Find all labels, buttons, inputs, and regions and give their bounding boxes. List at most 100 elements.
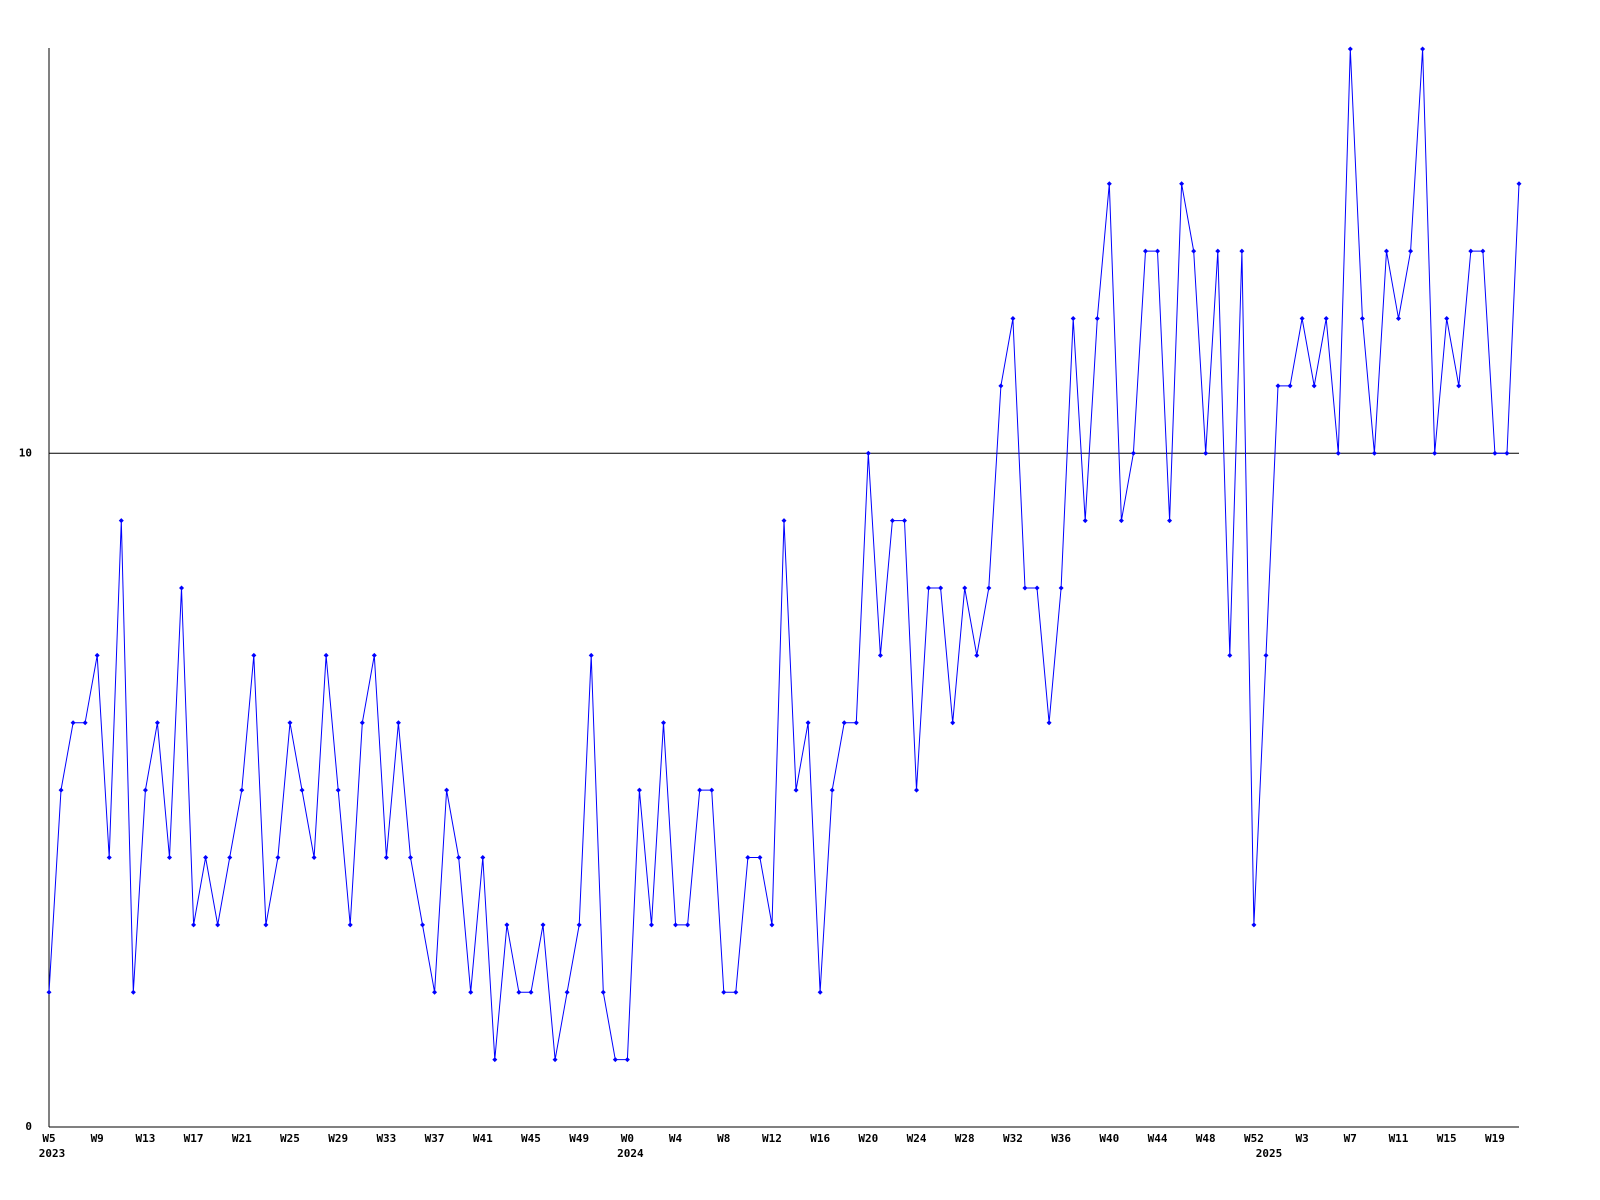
data-point bbox=[685, 922, 691, 928]
data-point bbox=[1167, 518, 1173, 524]
data-point bbox=[552, 1057, 558, 1063]
data-point bbox=[1179, 181, 1185, 187]
data-point bbox=[1215, 248, 1221, 254]
data-point bbox=[889, 518, 895, 524]
x-tick-label: W32 bbox=[1003, 1132, 1023, 1145]
data-point bbox=[781, 518, 787, 524]
data-point bbox=[371, 652, 377, 658]
data-point bbox=[661, 720, 667, 726]
data-point bbox=[263, 922, 269, 928]
x-tick-label: W48 bbox=[1196, 1132, 1216, 1145]
data-point bbox=[1408, 248, 1414, 254]
data-point bbox=[1070, 316, 1076, 321]
data-point bbox=[624, 1057, 630, 1063]
data-point bbox=[407, 855, 413, 860]
x-tick-label: W20 bbox=[858, 1132, 878, 1145]
data-point bbox=[564, 989, 570, 995]
data-point bbox=[1359, 316, 1365, 321]
data-point bbox=[251, 652, 257, 658]
data-point bbox=[673, 922, 679, 928]
data-point bbox=[1022, 585, 1028, 591]
data-point bbox=[1263, 652, 1269, 658]
data-point bbox=[986, 585, 992, 591]
data-point bbox=[1516, 181, 1522, 187]
x-tick-label: W15 bbox=[1437, 1132, 1457, 1145]
data-point bbox=[58, 787, 64, 793]
data-point bbox=[648, 922, 654, 928]
data-point bbox=[600, 989, 606, 995]
data-point bbox=[1480, 248, 1486, 254]
data-point bbox=[1082, 518, 1088, 524]
data-point bbox=[769, 922, 775, 928]
data-point bbox=[335, 787, 341, 793]
x-tick-label: W29 bbox=[328, 1132, 348, 1145]
data-point bbox=[540, 922, 546, 928]
x-tick-label: W33 bbox=[376, 1132, 396, 1145]
y-tick-label: 10 bbox=[19, 446, 32, 459]
x-tick-label: W9 bbox=[91, 1132, 104, 1145]
data-point bbox=[998, 383, 1004, 389]
data-point bbox=[1299, 316, 1305, 321]
data-point bbox=[950, 720, 956, 726]
x-tick-label: W41 bbox=[473, 1132, 493, 1145]
data-point bbox=[1142, 248, 1148, 254]
data-point bbox=[793, 787, 799, 793]
data-point bbox=[1155, 248, 1161, 254]
data-point bbox=[1058, 585, 1064, 591]
data-point bbox=[468, 989, 474, 995]
data-point bbox=[1456, 383, 1462, 389]
x-tick-label: W3 bbox=[1295, 1132, 1308, 1145]
data-point bbox=[974, 652, 980, 658]
data-point bbox=[588, 652, 594, 658]
x-tick-label: W12 bbox=[762, 1132, 782, 1145]
data-point bbox=[395, 720, 401, 726]
x-tick-label: W7 bbox=[1344, 1132, 1357, 1145]
data-point bbox=[227, 855, 233, 860]
x-tick-label: W5 bbox=[42, 1132, 55, 1145]
data-point bbox=[179, 585, 185, 591]
x-tick-label: W25 bbox=[280, 1132, 300, 1145]
data-point bbox=[1287, 383, 1293, 389]
data-point bbox=[1323, 316, 1329, 321]
data-point bbox=[299, 787, 305, 793]
x-tick-label: W4 bbox=[669, 1132, 683, 1145]
x-tick-label: W11 bbox=[1389, 1132, 1409, 1145]
data-point bbox=[480, 855, 486, 860]
data-point bbox=[1432, 450, 1438, 456]
data-point bbox=[829, 787, 835, 793]
data-point bbox=[154, 720, 160, 726]
data-point bbox=[938, 585, 944, 591]
data-point bbox=[709, 787, 715, 793]
data-point bbox=[1383, 248, 1389, 254]
data-point bbox=[1046, 720, 1052, 726]
data-point bbox=[1275, 383, 1281, 389]
data-point bbox=[1227, 652, 1233, 658]
data-point bbox=[914, 787, 920, 793]
data-point bbox=[1371, 450, 1377, 456]
x-tick-label: W24 bbox=[907, 1132, 927, 1145]
data-point bbox=[841, 720, 847, 726]
data-point bbox=[287, 720, 293, 726]
data-point bbox=[721, 989, 727, 995]
data-point bbox=[1239, 248, 1245, 254]
data-point bbox=[359, 720, 365, 726]
data-point bbox=[82, 720, 88, 726]
data-point bbox=[805, 720, 811, 726]
data-point bbox=[504, 922, 510, 928]
data-point bbox=[166, 855, 172, 860]
data-point bbox=[275, 855, 281, 860]
year-label: 2024 bbox=[617, 1147, 644, 1160]
data-point bbox=[733, 989, 739, 995]
x-tick-label: W19 bbox=[1485, 1132, 1505, 1145]
year-label: 2025 bbox=[1256, 1147, 1283, 1160]
data-point bbox=[901, 518, 907, 524]
x-tick-label: W13 bbox=[135, 1132, 155, 1145]
x-tick-label: W49 bbox=[569, 1132, 589, 1145]
data-point bbox=[1106, 181, 1112, 187]
x-tick-label: W0 bbox=[621, 1132, 634, 1145]
data-point bbox=[1130, 450, 1136, 456]
x-tick-label: W16 bbox=[810, 1132, 830, 1145]
data-point bbox=[1396, 316, 1402, 321]
data-point bbox=[697, 787, 703, 793]
